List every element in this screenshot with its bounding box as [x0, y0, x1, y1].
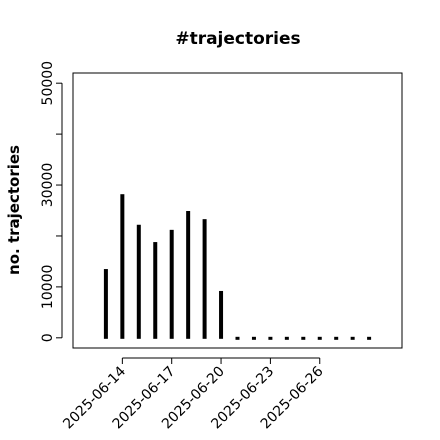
- chart-title: #trajectories: [175, 29, 300, 49]
- y-tick-label: 30000: [40, 163, 56, 208]
- y-tick-label: 10000: [40, 265, 56, 310]
- y-axis-label: no. trajectories: [5, 145, 23, 275]
- bar: [103, 269, 108, 339]
- plot-box: [72, 72, 403, 349]
- bar: [153, 242, 158, 339]
- y-tick-label: 50000: [40, 61, 56, 106]
- bar: [251, 336, 256, 340]
- bar: [202, 219, 207, 339]
- bar: [169, 229, 174, 339]
- bar: [350, 336, 355, 340]
- bar: [268, 336, 273, 340]
- bar: [367, 336, 372, 340]
- bar: [136, 224, 141, 339]
- bar: [219, 290, 224, 339]
- bar: [235, 336, 240, 340]
- bar: [186, 211, 191, 339]
- bar: [120, 194, 125, 339]
- y-tick-label: 0: [40, 333, 56, 342]
- bar: [301, 336, 306, 340]
- bar: [317, 336, 322, 340]
- bar: [284, 336, 289, 340]
- bar: [334, 336, 339, 340]
